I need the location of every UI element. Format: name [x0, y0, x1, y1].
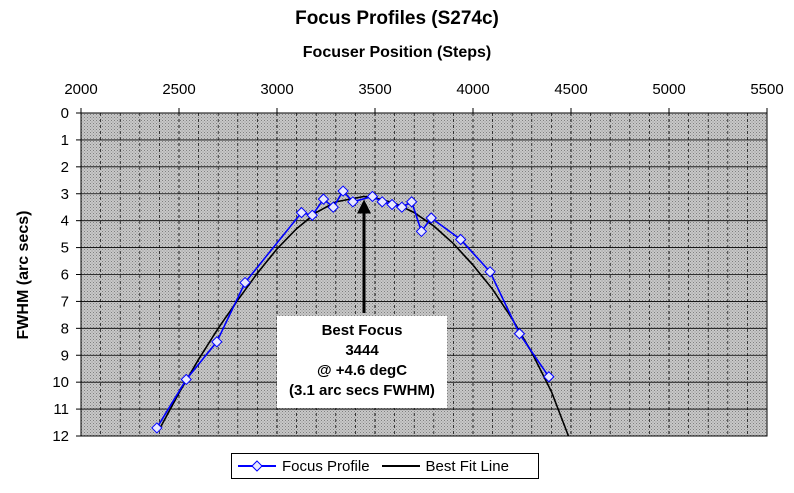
data-point-focus-profile	[415, 225, 428, 238]
data-point-focus-profile	[425, 212, 437, 224]
data-point-focus-profile	[211, 336, 223, 348]
data-point-focus-profile	[327, 201, 339, 213]
y-tick-label: 0	[61, 105, 69, 122]
x-tick-label: 4500	[554, 81, 587, 98]
data-point-focus-profile	[376, 196, 388, 208]
data-point-focus-profile	[454, 233, 467, 246]
y-tick-label: 4	[61, 213, 69, 230]
annotation-arrow-head	[357, 199, 372, 214]
data-point-focus-profile	[337, 185, 349, 197]
chart-title: Focus Profiles (S274c)	[295, 8, 499, 29]
diamond-line-icon	[238, 460, 276, 472]
y-tick-label: 10	[52, 374, 69, 391]
data-point-focus-profile	[317, 193, 330, 205]
data-point-focus-profile	[366, 190, 379, 203]
y-tick-label: 12	[52, 428, 69, 445]
x-tick-label: 5000	[652, 81, 685, 98]
y-tick-label: 1	[61, 132, 69, 149]
data-point-focus-profile	[306, 209, 318, 221]
legend-item-focus-profile: Focus Profile	[238, 458, 370, 475]
x-tick-label: 2500	[162, 81, 195, 98]
y-tick-label: 9	[61, 347, 69, 364]
y-tick-label: 6	[61, 267, 69, 284]
x-tick-label: 3000	[260, 81, 293, 98]
y-tick-label: 8	[61, 320, 69, 337]
data-point-focus-profile	[484, 266, 496, 278]
legend-item-best-fit-line: Best Fit Line	[381, 457, 509, 475]
data-point-focus-profile	[180, 373, 192, 386]
y-tick-label: 2	[61, 159, 69, 176]
legend: Focus Profile Best Fit Line	[231, 453, 539, 479]
legend-label: Best Fit Line	[425, 457, 509, 475]
x-tick-label: 3500	[358, 81, 391, 98]
annotation-line: @ +4.6 degC	[316, 362, 408, 379]
x-tick-label: 5500	[750, 81, 783, 98]
y-tick-label: 3	[61, 186, 69, 203]
x-axis-title: Focuser Position (Steps)	[302, 44, 492, 61]
data-point-focus-profile	[396, 201, 408, 213]
annotation-line: (3.1 arc secs FWHM)	[289, 382, 435, 399]
data-point-focus-profile	[347, 196, 359, 208]
data-point-focus-profile	[151, 422, 163, 434]
line-icon	[381, 465, 420, 467]
data-point-focus-profile	[513, 328, 526, 340]
y-tick-label: 5	[61, 240, 69, 257]
x-tick-label: 4000	[456, 81, 489, 98]
data-point-focus-profile	[543, 371, 555, 383]
annotation-line: 3444	[345, 342, 379, 359]
y-tick-label: 11	[53, 401, 69, 418]
annotation-line: Best Focus	[321, 322, 403, 339]
best-focus-annotation: Best Focus 3444 @ +4.6 degC (3.1 arc sec…	[277, 316, 447, 408]
data-point-focus-profile	[386, 198, 398, 211]
data-point-focus-profile	[405, 196, 418, 208]
data-point-focus-profile	[239, 276, 251, 289]
y-tick-label: 7	[61, 293, 69, 310]
x-tick-label: 2000	[64, 81, 97, 98]
data-point-focus-profile	[295, 206, 308, 219]
legend-label: Focus Profile	[282, 457, 370, 475]
